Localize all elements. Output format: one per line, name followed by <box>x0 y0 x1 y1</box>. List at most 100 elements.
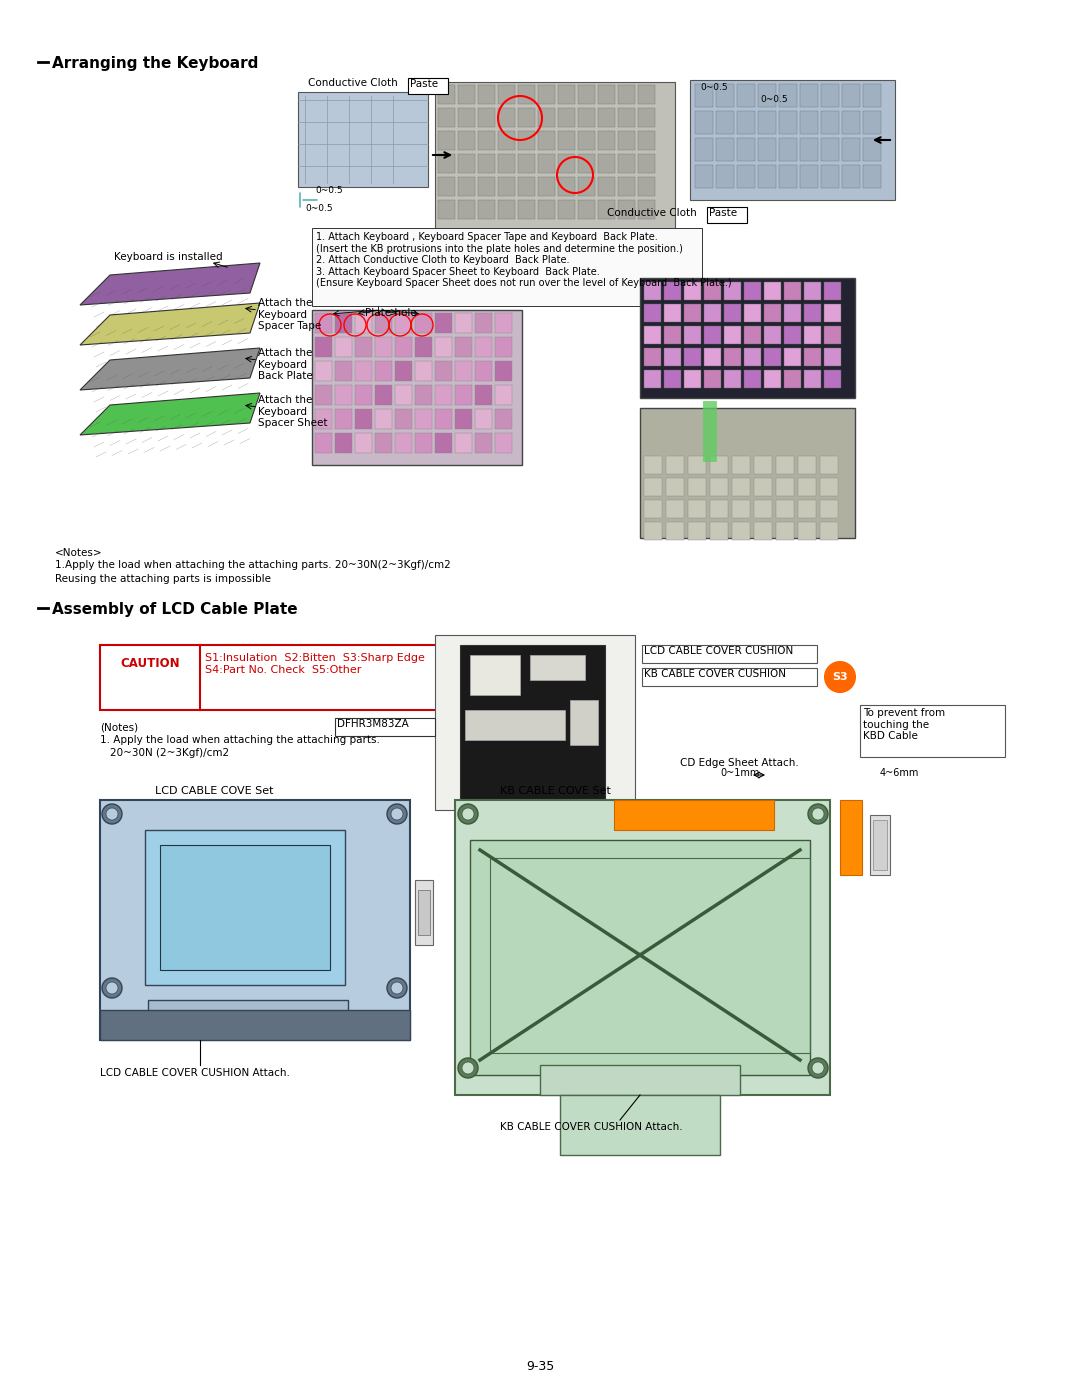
FancyBboxPatch shape <box>754 500 772 518</box>
Text: KB CABLE COVER CUSHION Attach.: KB CABLE COVER CUSHION Attach. <box>500 1122 683 1132</box>
Text: 0~0.5: 0~0.5 <box>760 95 787 103</box>
Circle shape <box>462 1062 474 1074</box>
FancyBboxPatch shape <box>455 313 472 332</box>
FancyBboxPatch shape <box>538 131 555 149</box>
FancyBboxPatch shape <box>395 386 411 405</box>
Text: 0~0.5: 0~0.5 <box>305 204 333 212</box>
Circle shape <box>458 1058 478 1078</box>
FancyBboxPatch shape <box>438 131 455 149</box>
FancyBboxPatch shape <box>558 108 575 127</box>
FancyBboxPatch shape <box>618 177 635 196</box>
FancyBboxPatch shape <box>538 200 555 219</box>
FancyBboxPatch shape <box>710 522 728 541</box>
Circle shape <box>812 1062 824 1074</box>
FancyBboxPatch shape <box>804 282 821 300</box>
FancyBboxPatch shape <box>696 138 713 161</box>
FancyBboxPatch shape <box>455 337 472 358</box>
FancyBboxPatch shape <box>518 154 535 173</box>
FancyBboxPatch shape <box>498 177 515 196</box>
FancyBboxPatch shape <box>561 1095 720 1155</box>
FancyBboxPatch shape <box>518 177 535 196</box>
FancyBboxPatch shape <box>455 433 472 453</box>
FancyBboxPatch shape <box>744 305 761 321</box>
FancyBboxPatch shape <box>644 305 661 321</box>
Text: Assembly of LCD Cable Plate: Assembly of LCD Cable Plate <box>52 602 298 617</box>
FancyBboxPatch shape <box>820 455 838 474</box>
Text: LCD CABLE COVER CUSHION Attach.: LCD CABLE COVER CUSHION Attach. <box>100 1067 289 1078</box>
FancyBboxPatch shape <box>355 337 372 358</box>
Text: 1. Attach Keyboard , Keyboard Spacer Tape and Keyboard  Back Plate.
(Insert the : 1. Attach Keyboard , Keyboard Spacer Tap… <box>316 232 731 288</box>
FancyBboxPatch shape <box>495 386 512 405</box>
FancyBboxPatch shape <box>644 348 661 366</box>
FancyBboxPatch shape <box>415 433 432 453</box>
FancyBboxPatch shape <box>873 820 887 870</box>
FancyBboxPatch shape <box>690 80 895 200</box>
FancyBboxPatch shape <box>312 310 522 465</box>
FancyBboxPatch shape <box>465 710 565 740</box>
Polygon shape <box>80 348 260 390</box>
FancyBboxPatch shape <box>863 110 881 134</box>
FancyBboxPatch shape <box>145 830 345 985</box>
FancyBboxPatch shape <box>820 500 838 518</box>
Circle shape <box>812 807 824 820</box>
FancyBboxPatch shape <box>640 408 855 538</box>
FancyBboxPatch shape <box>455 800 831 1095</box>
FancyBboxPatch shape <box>598 177 615 196</box>
FancyBboxPatch shape <box>458 200 475 219</box>
FancyBboxPatch shape <box>438 85 455 103</box>
Text: 0~0.5: 0~0.5 <box>315 186 342 196</box>
FancyBboxPatch shape <box>664 348 681 366</box>
FancyBboxPatch shape <box>824 282 841 300</box>
FancyBboxPatch shape <box>638 85 654 103</box>
FancyBboxPatch shape <box>638 154 654 173</box>
FancyBboxPatch shape <box>798 455 816 474</box>
Circle shape <box>462 807 474 820</box>
FancyBboxPatch shape <box>475 313 492 332</box>
FancyBboxPatch shape <box>578 154 595 173</box>
FancyBboxPatch shape <box>779 138 797 161</box>
FancyBboxPatch shape <box>538 108 555 127</box>
FancyBboxPatch shape <box>435 409 453 429</box>
FancyBboxPatch shape <box>800 165 818 189</box>
FancyBboxPatch shape <box>824 348 841 366</box>
Text: (Notes): (Notes) <box>100 722 138 732</box>
Circle shape <box>102 805 122 824</box>
FancyBboxPatch shape <box>820 522 838 541</box>
FancyBboxPatch shape <box>642 668 816 686</box>
FancyBboxPatch shape <box>100 800 410 1039</box>
FancyBboxPatch shape <box>696 84 713 108</box>
FancyBboxPatch shape <box>315 337 332 358</box>
FancyBboxPatch shape <box>618 131 635 149</box>
FancyBboxPatch shape <box>737 138 755 161</box>
FancyBboxPatch shape <box>644 282 661 300</box>
FancyBboxPatch shape <box>495 360 512 381</box>
Text: LCD CABLE COVER CUSHION: LCD CABLE COVER CUSHION <box>644 645 793 657</box>
FancyBboxPatch shape <box>478 131 495 149</box>
FancyBboxPatch shape <box>335 386 352 405</box>
FancyBboxPatch shape <box>558 131 575 149</box>
FancyBboxPatch shape <box>779 84 797 108</box>
FancyBboxPatch shape <box>375 313 392 332</box>
Text: KB CABLE COVE Set: KB CABLE COVE Set <box>500 787 611 796</box>
FancyBboxPatch shape <box>495 433 512 453</box>
FancyBboxPatch shape <box>615 800 774 830</box>
FancyBboxPatch shape <box>710 455 728 474</box>
FancyBboxPatch shape <box>732 500 750 518</box>
Text: Keyboard is installed: Keyboard is installed <box>113 251 222 263</box>
Circle shape <box>808 805 828 824</box>
FancyBboxPatch shape <box>375 386 392 405</box>
FancyBboxPatch shape <box>455 386 472 405</box>
FancyBboxPatch shape <box>518 131 535 149</box>
FancyBboxPatch shape <box>710 500 728 518</box>
FancyBboxPatch shape <box>415 337 432 358</box>
FancyBboxPatch shape <box>666 522 684 541</box>
FancyBboxPatch shape <box>804 370 821 388</box>
FancyBboxPatch shape <box>716 165 734 189</box>
FancyBboxPatch shape <box>530 655 585 680</box>
FancyBboxPatch shape <box>495 337 512 358</box>
Text: DFHR3M83ZA: DFHR3M83ZA <box>337 719 408 729</box>
FancyBboxPatch shape <box>784 326 801 344</box>
Text: Attach the
Keyboard
Spacer Sheet: Attach the Keyboard Spacer Sheet <box>258 395 327 429</box>
FancyBboxPatch shape <box>821 165 839 189</box>
FancyBboxPatch shape <box>475 386 492 405</box>
